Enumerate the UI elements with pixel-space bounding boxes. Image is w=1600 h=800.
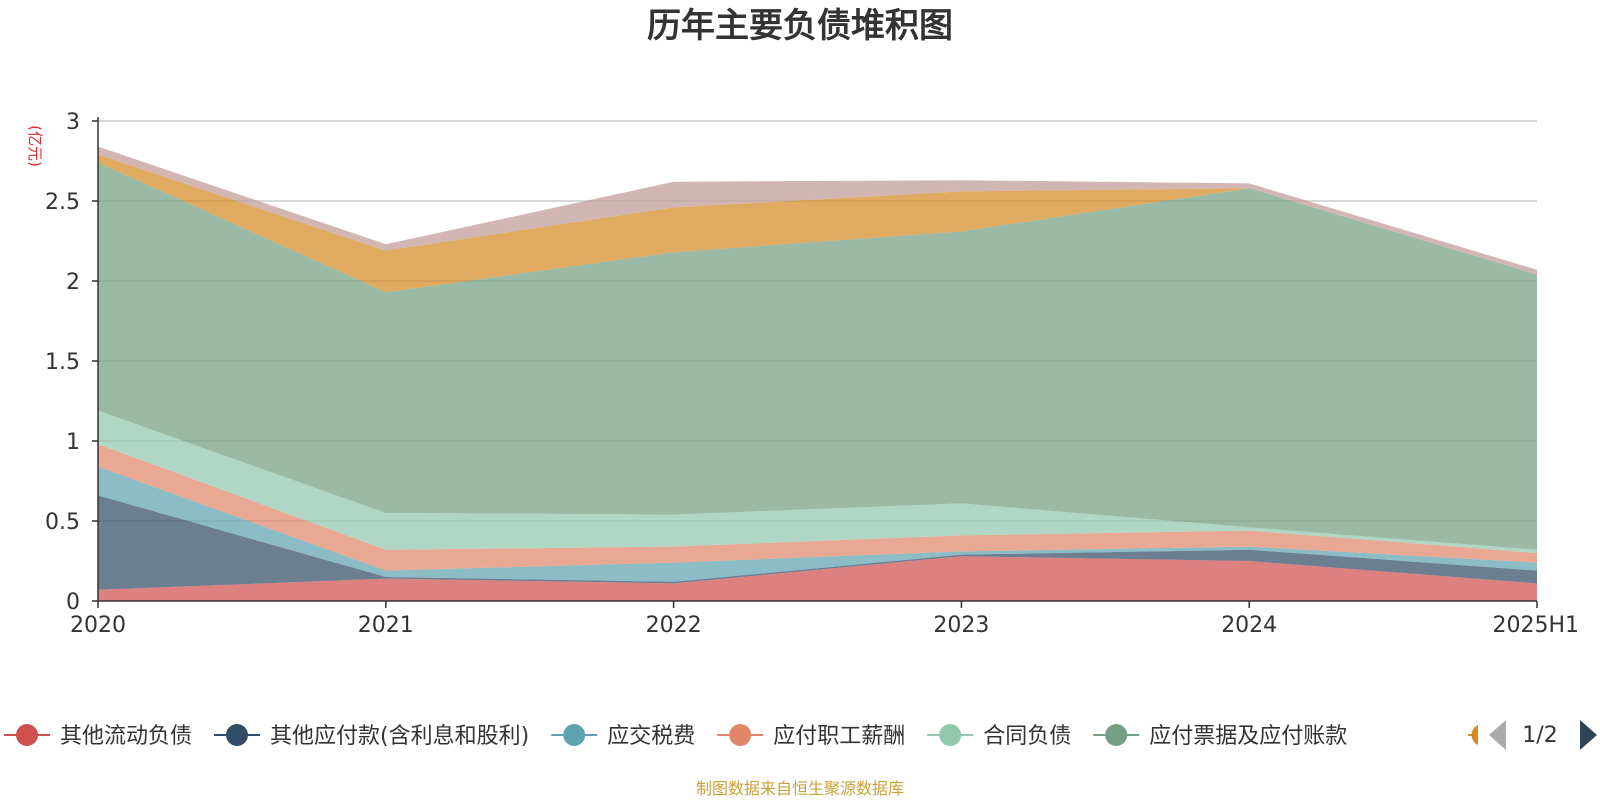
- area-series-3[interactable]: [98, 466, 1537, 582]
- legend-label: 合同负债: [983, 724, 1071, 749]
- legend-dot-icon: [226, 724, 249, 746]
- legend-dot-icon: [1471, 725, 1478, 745]
- y-tick-label: 3: [66, 110, 80, 135]
- legend: 其他流动负债 其他应付款(含利息和股利) 应交税费 应付职工薪酬 合同负债 应付票据及应付…: [4, 724, 1478, 749]
- area-series-2[interactable]: [98, 495, 1537, 590]
- x-tick-label: 2022: [646, 613, 702, 638]
- area-series-4[interactable]: [98, 444, 1537, 571]
- y-tick-label: 0.5: [45, 510, 80, 535]
- legend-dot-icon: [16, 724, 38, 746]
- y-tick-label: 1.5: [45, 350, 80, 375]
- legend-item-4[interactable]: 应付职工薪酬: [717, 724, 905, 749]
- stacked-areas: [98, 146, 1537, 601]
- x-tick-label: 2020: [70, 613, 126, 638]
- y-tick-label: 2: [66, 270, 80, 295]
- data-source-note: 制图数据来自恒生聚源数据库: [696, 779, 904, 798]
- legend-item-6[interactable]: 应付票据及应付账款: [1093, 724, 1347, 749]
- y-axis-unit-label: (亿元): [26, 125, 44, 167]
- y-tick-label: 1: [66, 430, 80, 455]
- area-series-6[interactable]: [98, 162, 1537, 550]
- axes: 0 0.5 1 1.5 2 2.5 3 2020 2021 2022 2023 2024 2025H1: [45, 110, 1579, 638]
- legend-label: 其他流动负债: [60, 724, 192, 749]
- legend-label: 其他应付款(含利息和股利): [270, 724, 529, 749]
- legend-dot-icon: [563, 724, 586, 746]
- legend-item-3[interactable]: 应交税费: [551, 724, 695, 749]
- area-series-1[interactable]: [98, 556, 1537, 601]
- y-tick-label: 2.5: [45, 190, 80, 215]
- legend-item-2[interactable]: 其他应付款(含利息和股利): [214, 724, 529, 749]
- legend-dot-icon: [939, 724, 962, 746]
- x-tick-label: 2023: [933, 613, 989, 638]
- y-tick-label: 0: [66, 590, 80, 615]
- legend-pager: 1/2: [1489, 720, 1597, 750]
- chart-title: 历年主要负债堆积图: [647, 6, 953, 46]
- legend-item-5[interactable]: 合同负债: [927, 724, 1071, 749]
- x-tick-label: 2021: [358, 613, 414, 638]
- x-tick-label: 2024: [1221, 613, 1277, 638]
- legend-item-1[interactable]: 其他流动负债: [4, 724, 192, 749]
- legend-label: 应付票据及应付账款: [1149, 724, 1347, 749]
- legend-prev-icon[interactable]: [1489, 720, 1506, 750]
- legend-dot-icon: [729, 724, 752, 746]
- area-series-5[interactable]: [98, 410, 1537, 553]
- legend-label: 应交税费: [607, 724, 695, 749]
- legend-dot-icon: [1105, 724, 1128, 746]
- legend-item-partial: [1468, 725, 1478, 745]
- legend-next-icon[interactable]: [1580, 720, 1597, 750]
- legend-label: 应付职工薪酬: [773, 724, 905, 749]
- x-tick-label: 2025H1: [1492, 613, 1579, 638]
- area-series-7[interactable]: [98, 154, 1537, 293]
- legend-page-indicator: 1/2: [1522, 723, 1557, 748]
